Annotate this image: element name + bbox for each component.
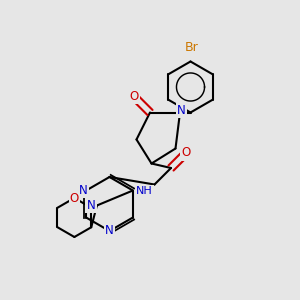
Text: O: O (70, 191, 79, 205)
Text: Br: Br (185, 41, 199, 54)
Text: N: N (79, 184, 88, 197)
Text: O: O (182, 146, 190, 160)
Text: N: N (105, 224, 114, 238)
Text: N: N (87, 199, 95, 212)
Text: N: N (177, 103, 186, 117)
Text: NH: NH (136, 186, 153, 196)
Text: O: O (130, 90, 139, 103)
